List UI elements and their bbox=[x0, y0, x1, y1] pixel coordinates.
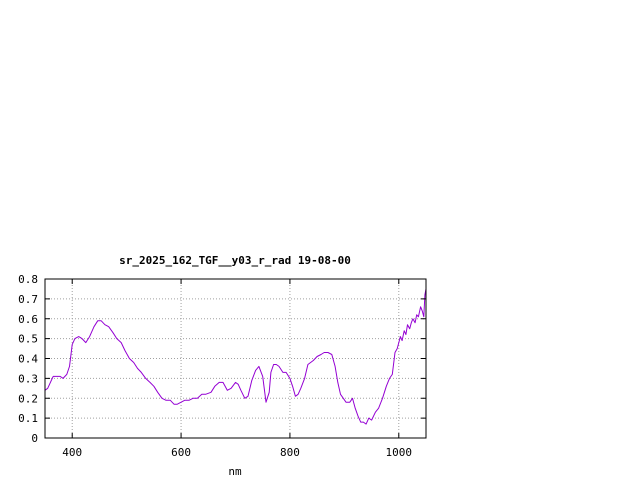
y-tick-label: 0.6 bbox=[18, 313, 38, 326]
y-tick-label: 0.7 bbox=[18, 293, 38, 306]
x-tick-label: 1000 bbox=[386, 446, 413, 459]
x-tick-label: 600 bbox=[171, 446, 191, 459]
ticks bbox=[45, 278, 426, 439]
x-tick-label: 800 bbox=[280, 446, 300, 459]
y-tick-label: 0.4 bbox=[18, 353, 38, 366]
chart-title: sr_2025_162_TGF__y03_r_rad 19-08-00 bbox=[119, 254, 351, 267]
x-axis-label: nm bbox=[228, 465, 242, 478]
series-group bbox=[44, 288, 427, 425]
y-tick-labels: 0 0.1 0.2 0.3 0.4 0.5 0.6 0.7 0.8 bbox=[18, 273, 38, 445]
y-tick-label: 0.2 bbox=[18, 392, 38, 405]
y-tick-label: 0.1 bbox=[18, 412, 38, 425]
series-line bbox=[44, 288, 427, 425]
y-tick-label: 0.3 bbox=[18, 372, 38, 385]
y-tick-label: 0 bbox=[31, 432, 38, 445]
grid bbox=[45, 279, 426, 438]
x-tick-label: 400 bbox=[62, 446, 82, 459]
y-tick-label: 0.5 bbox=[18, 333, 38, 346]
y-tick-label: 0.8 bbox=[18, 273, 38, 286]
x-tick-labels: 400 600 800 1000 bbox=[62, 446, 412, 459]
